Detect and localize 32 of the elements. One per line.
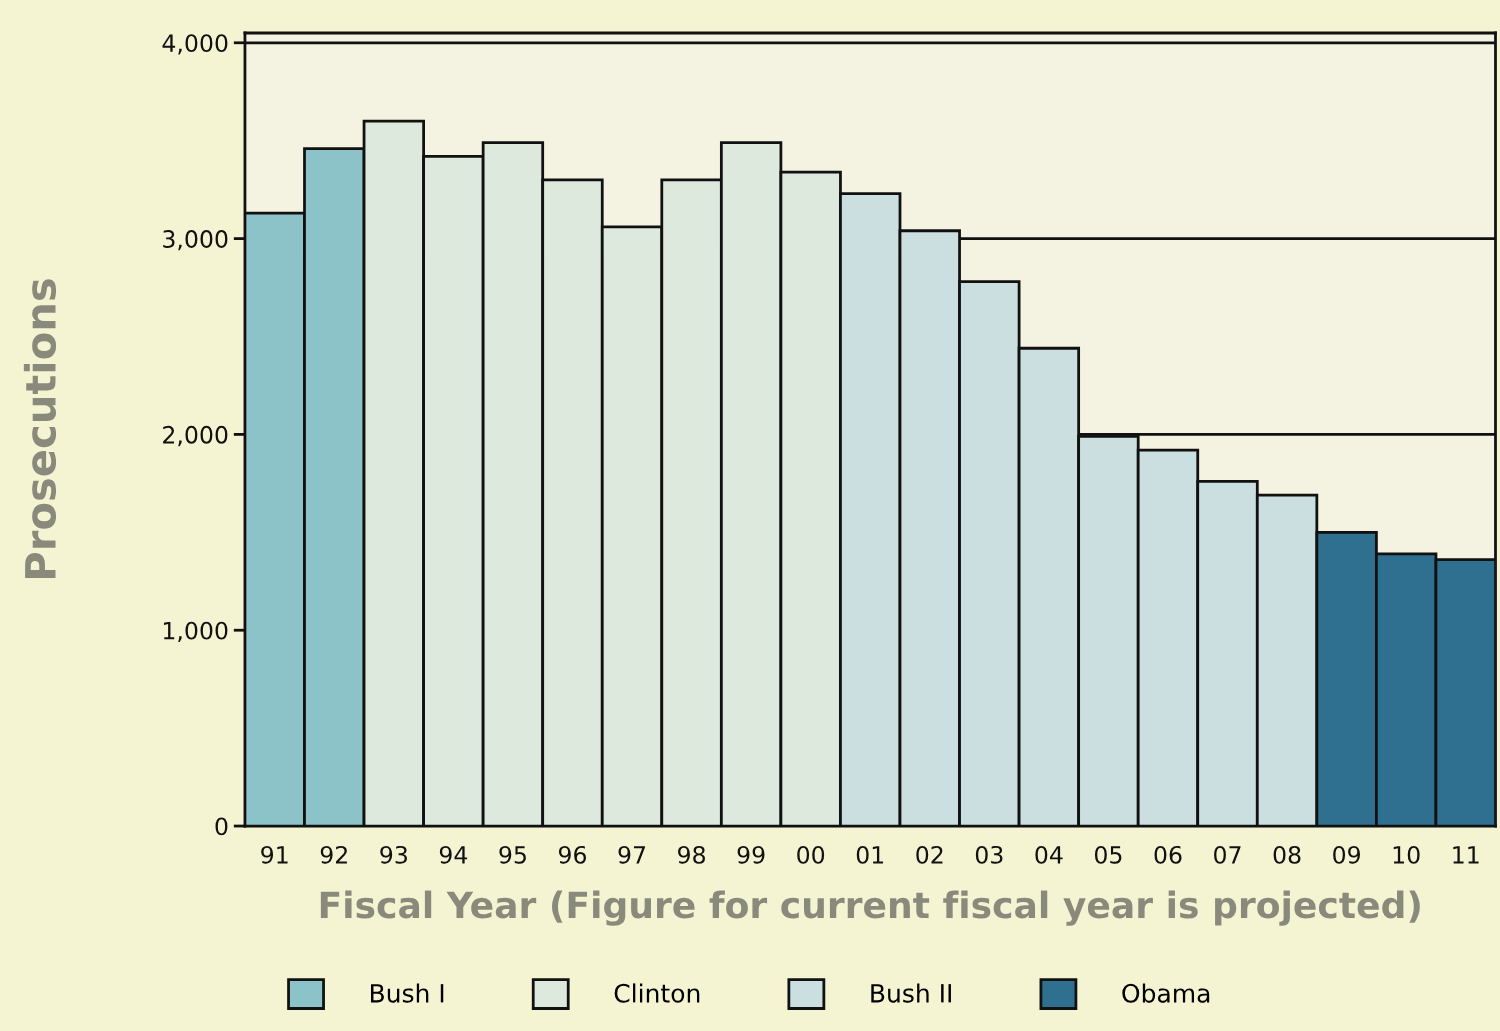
x-tick-label: 06 xyxy=(1154,845,1182,864)
x-tick-label: 93 xyxy=(380,845,407,864)
x-tick-label: 02 xyxy=(916,845,943,864)
legend-label: Bush I xyxy=(370,983,444,1003)
x-tick-label: 00 xyxy=(797,845,825,864)
y-tick-label: 2,000 xyxy=(163,425,228,447)
legend-label: Bush II xyxy=(871,983,951,1003)
x-tick-label: 11 xyxy=(1453,846,1479,864)
legend-label: Clinton xyxy=(614,983,700,1003)
x-tick-label: 04 xyxy=(1035,845,1063,864)
x-tick-label: 07 xyxy=(1214,845,1241,864)
x-tick-label: 10 xyxy=(1393,845,1420,864)
x-tick-label: 92 xyxy=(320,845,347,864)
x-tick-label: 96 xyxy=(558,845,587,864)
y-tick-label: 3,000 xyxy=(163,230,228,251)
x-axis-title: Fiscal Year (Figure for current fiscal year is projected) xyxy=(320,890,1420,926)
legend-label: Obama xyxy=(1122,983,1210,1003)
y-tick-label: 1,000 xyxy=(163,621,228,642)
x-tick-label: 98 xyxy=(678,845,705,864)
y-tick-label: 0 xyxy=(215,817,228,836)
x-tick-label: 97 xyxy=(618,845,646,864)
x-tick-label: 95 xyxy=(499,845,526,864)
y-tick-label: 4,000 xyxy=(162,34,228,55)
x-tick-label: 99 xyxy=(737,845,765,864)
x-tick-label: 94 xyxy=(439,845,468,864)
x-tick-label: 91 xyxy=(261,845,288,864)
x-tick-label: 08 xyxy=(1273,845,1301,864)
x-tick-label: 09 xyxy=(1333,845,1360,864)
y-axis-title: Prosecutions xyxy=(23,279,57,578)
x-tick-label: 01 xyxy=(856,845,884,864)
x-tick-label: 03 xyxy=(975,845,1003,864)
x-tick-label: 05 xyxy=(1094,845,1122,864)
